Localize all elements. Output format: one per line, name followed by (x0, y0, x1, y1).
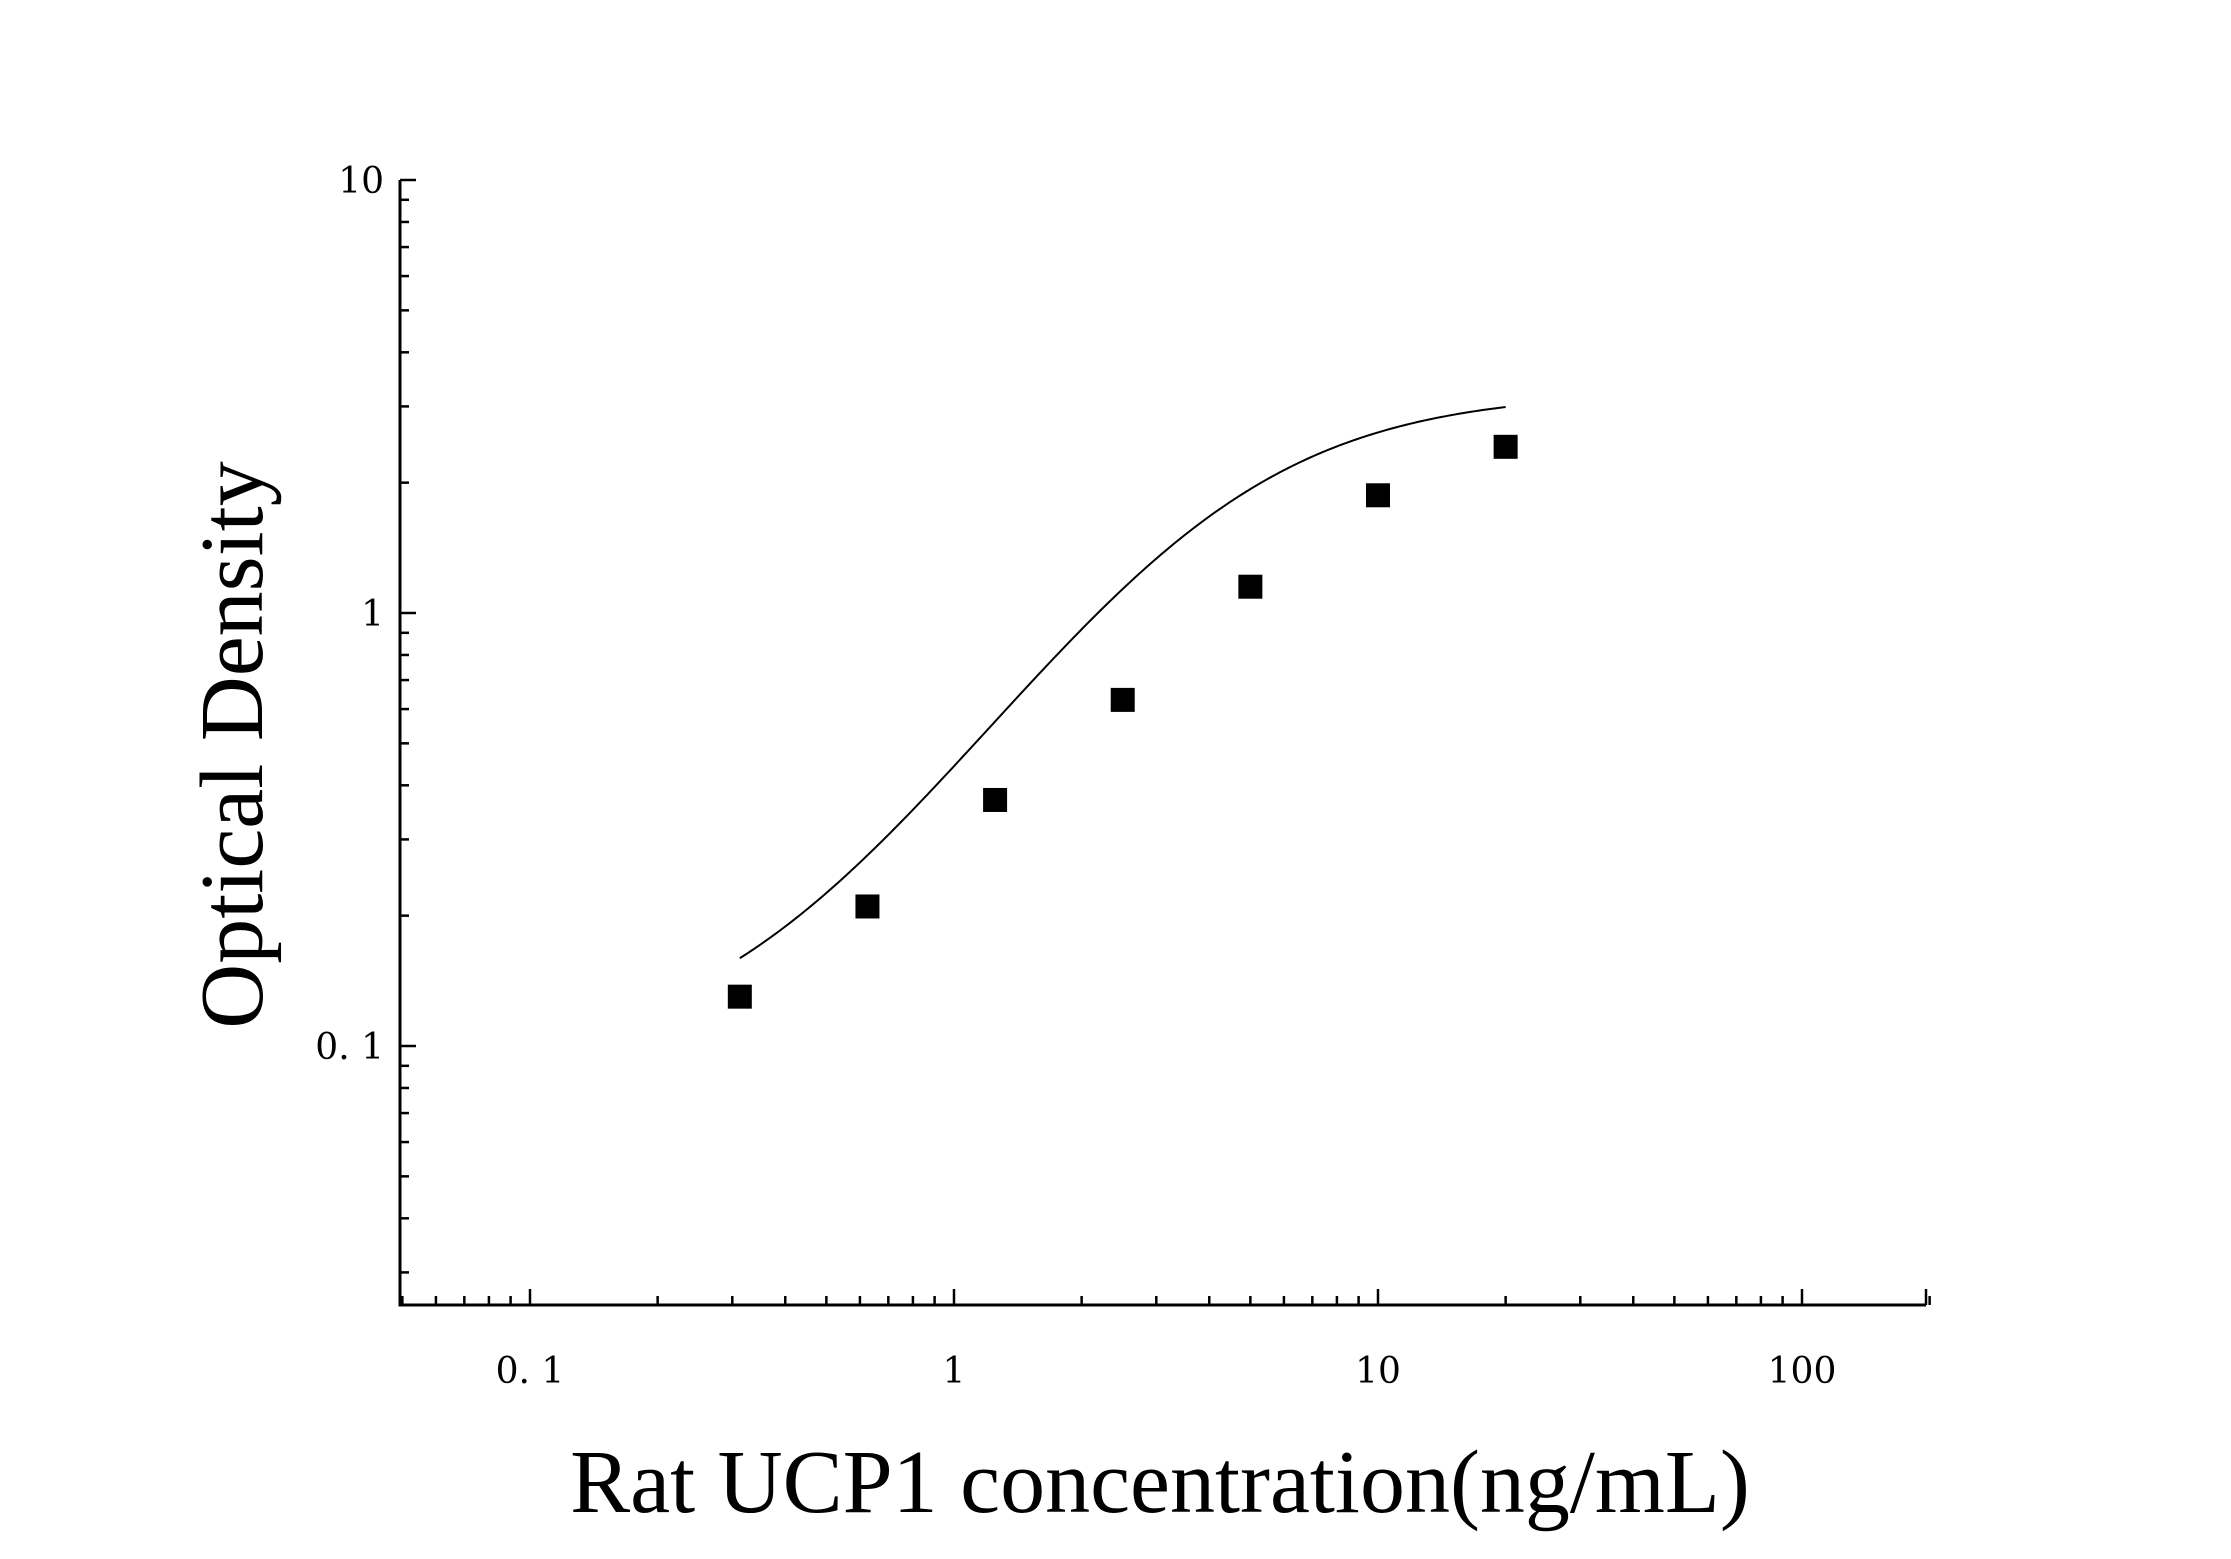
tick-labels: 0. 1 1 10 100 0. 1 1 10 (315, 161, 1836, 1392)
data-point (727, 984, 752, 1009)
x-tick-label: 100 (1768, 1351, 1837, 1392)
data-point (855, 894, 880, 919)
data-point (983, 787, 1008, 812)
data-point (1110, 687, 1135, 712)
fit-curve (739, 405, 1506, 960)
y-tick-label: 0. 1 (315, 1027, 384, 1068)
y-tick-label: 1 (361, 594, 384, 635)
x-tick-label: 1 (943, 1351, 966, 1392)
y-tick-label: 10 (338, 161, 384, 202)
data-point (1366, 483, 1390, 508)
tick-marks (400, 178, 1931, 1305)
x-axis-label: Rat UCP1 concentration(ng/mL) (570, 1433, 1750, 1532)
y-axis-label: Optical Density (183, 461, 282, 1028)
data-points (727, 434, 1518, 1009)
axes (398, 180, 1926, 1307)
data-point (1493, 434, 1518, 459)
x-tick-label: 0. 1 (496, 1351, 565, 1392)
data-point (1238, 574, 1263, 599)
x-tick-label: 10 (1355, 1351, 1401, 1392)
